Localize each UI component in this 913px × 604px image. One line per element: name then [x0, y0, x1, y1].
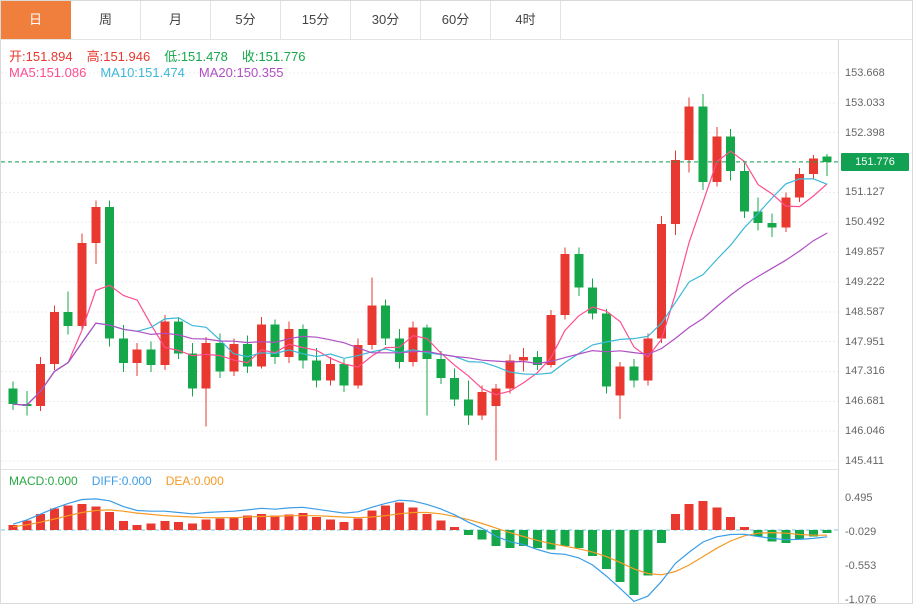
- macd-item-2: DEA:0.000: [165, 474, 224, 488]
- macd-axis-label: 0.495: [845, 492, 873, 504]
- ohlc-item-0: 开:151.894: [9, 49, 73, 64]
- price-axis-label: 146.046: [845, 425, 885, 438]
- price-axis-label: 146.681: [845, 395, 885, 408]
- tab-timeframe-4[interactable]: 15分: [281, 1, 351, 39]
- macd-item-1: DIFF:0.000: [91, 474, 152, 488]
- price-axis: 151.776 153.668 153.033 152.398 151.127 150.…: [838, 40, 912, 604]
- price-axis-label: 149.857: [845, 246, 885, 259]
- price-axis-label: 153.033: [845, 96, 885, 109]
- price-axis-label: 147.316: [845, 365, 885, 378]
- ma-item-1: MA10:151.474: [100, 65, 185, 80]
- macd-axis-label: -1.076: [845, 594, 877, 604]
- price-axis-label: 145.411: [845, 454, 884, 467]
- candles: [8, 94, 832, 461]
- tab-timeframe-6[interactable]: 60分: [421, 1, 491, 39]
- macd-axis-label: -0.029: [845, 526, 877, 538]
- macd-chart[interactable]: [1, 470, 838, 603]
- ma-item-0: MA5:151.086: [9, 65, 87, 80]
- macd-readout: MACD:0.000 DIFF:0.000 DEA:0.000: [9, 474, 238, 488]
- panel-divider: [1, 469, 912, 470]
- price-axis-label: 149.222: [845, 275, 885, 288]
- price-axis-label: 150.492: [845, 216, 885, 229]
- tab-timeframe-2[interactable]: 月: [141, 1, 211, 39]
- price-axis-label: 153.668: [845, 67, 885, 79]
- tab-timeframe-0[interactable]: 日: [1, 1, 71, 39]
- price-axis-label: 148.587: [845, 305, 885, 318]
- price-gridlines: [1, 72, 838, 462]
- macd-item-0: MACD:0.000: [9, 474, 78, 488]
- ma-item-2: MA20:150.355: [198, 65, 284, 80]
- macd-axis-label: -0.553: [845, 560, 877, 572]
- price-axis-label: 152.398: [845, 126, 885, 139]
- ohlc-readout: 开:151.894 高:151.946 低:151.478 收:151.776: [9, 46, 319, 65]
- ohlc-item-2: 低:151.478: [164, 49, 228, 64]
- ma5-line: [12, 150, 828, 406]
- price-axis-label: 151.127: [845, 186, 885, 199]
- price-axis-label: 147.951: [845, 335, 885, 348]
- tab-timeframe-7[interactable]: 4时: [491, 1, 561, 39]
- diff-line: [12, 498, 828, 603]
- candlestick-chart[interactable]: [1, 40, 838, 469]
- timeframe-tabbar: 日周月 5分 15分 30分 60分 4时: [1, 1, 912, 40]
- tab-timeframe-3[interactable]: 5分: [211, 1, 281, 39]
- ohlc-item-1: 高:151.946: [86, 49, 151, 64]
- ma-readout: MA5:151.086 MA10:151.474 MA20:150.355: [9, 65, 298, 80]
- dea-line: [12, 509, 828, 576]
- macd-bars: [8, 500, 832, 595]
- current-price-tag: 151.776: [841, 153, 909, 171]
- ma20-line: [12, 232, 828, 406]
- tab-timeframe-5[interactable]: 30分: [351, 1, 421, 39]
- tab-timeframe-1[interactable]: 周: [71, 1, 141, 39]
- ohlc-item-3: 收:151.776: [241, 49, 306, 64]
